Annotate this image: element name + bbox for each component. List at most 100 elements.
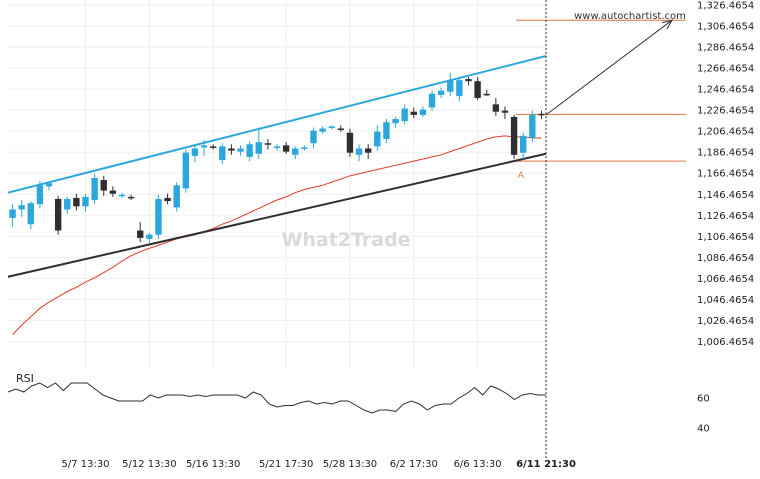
candle xyxy=(100,175,107,196)
candle xyxy=(346,128,354,157)
rsi-series-line xyxy=(7,382,546,414)
candle xyxy=(392,116,399,128)
candle xyxy=(127,194,135,201)
candle xyxy=(27,201,34,230)
candle xyxy=(9,204,16,227)
candle-body xyxy=(54,198,62,231)
candle xyxy=(273,144,281,151)
y-tick-label: 1,246.4654 xyxy=(697,85,754,96)
candle-body xyxy=(428,93,436,108)
candle-body xyxy=(219,146,226,161)
candle xyxy=(282,142,290,154)
forecast-arrow-head xyxy=(662,19,674,30)
candle-body xyxy=(383,122,390,140)
candle-body xyxy=(465,79,472,82)
candle xyxy=(529,110,536,143)
candle xyxy=(447,72,454,96)
candle xyxy=(209,144,217,150)
candle-body xyxy=(292,148,299,155)
candle xyxy=(246,141,253,162)
candle-body xyxy=(191,148,199,156)
x-tick-label: 5/21 17:30 xyxy=(259,459,313,470)
y-tick-label: 1,206.4654 xyxy=(697,127,754,138)
candle-body xyxy=(364,148,372,153)
candle-body xyxy=(173,185,180,208)
candle xyxy=(319,126,326,134)
candle xyxy=(109,186,117,197)
moving-average xyxy=(12,135,542,335)
candle-body xyxy=(100,180,107,191)
pattern-point-a: A xyxy=(518,171,525,181)
candle xyxy=(237,145,244,156)
candle-body xyxy=(82,196,89,207)
candle xyxy=(483,89,490,96)
candle xyxy=(492,98,500,116)
upper-channel-line xyxy=(7,54,547,194)
forecast-arrow xyxy=(545,19,674,116)
y-tick-label: 1,106.4654 xyxy=(697,232,754,243)
rsi-tick-label: 60 xyxy=(697,394,710,405)
candle xyxy=(456,78,463,102)
candle-body xyxy=(209,146,217,148)
candle xyxy=(474,76,481,101)
candles xyxy=(9,72,545,244)
candle xyxy=(200,140,208,156)
y-tick-label: 1,126.4654 xyxy=(697,211,754,222)
candle-body xyxy=(529,114,536,138)
candle-body xyxy=(337,128,345,131)
y-tick-label: 1,166.4654 xyxy=(697,169,754,180)
candle xyxy=(374,125,381,151)
candle xyxy=(155,194,162,239)
candle xyxy=(18,200,25,217)
candle-body xyxy=(510,116,518,155)
candle-body xyxy=(474,81,481,99)
candle-body xyxy=(328,126,335,128)
candle xyxy=(383,119,390,144)
candle xyxy=(228,144,235,155)
lower-channel-line xyxy=(7,152,547,278)
candle-body xyxy=(36,185,44,205)
candle xyxy=(54,195,62,235)
watermark-text: What2Trade xyxy=(281,229,410,251)
y-tick-label: 1,326.4654 xyxy=(697,1,754,12)
y-tick-label: 1,286.4654 xyxy=(697,43,754,54)
candle-body xyxy=(200,145,208,148)
candle xyxy=(301,145,308,151)
candle-body xyxy=(228,148,235,151)
y-axis: 1,006.4654 1,026.4654 1,046.4654 1,066.4654… xyxy=(697,1,754,435)
candle xyxy=(437,87,445,99)
candle xyxy=(219,143,226,165)
candle-body xyxy=(492,104,500,112)
y-tick-label: 1,146.4654 xyxy=(697,190,754,201)
candle-body xyxy=(27,203,34,225)
candle-body xyxy=(483,93,490,96)
candle-body xyxy=(127,196,135,199)
candle xyxy=(501,106,509,120)
rsi-label: RSI xyxy=(16,372,34,385)
candle xyxy=(182,149,190,193)
candle-body xyxy=(237,148,244,152)
candle-body xyxy=(401,108,408,122)
y-tick-label: 1,226.4654 xyxy=(697,106,754,117)
candle xyxy=(328,125,335,130)
candle-body xyxy=(410,111,417,115)
y-tick-label: 1,266.4654 xyxy=(697,64,754,75)
candle-body xyxy=(182,152,190,189)
x-tick-label: 5/28 13:30 xyxy=(323,459,377,470)
x-axis: 5/7 13:30 5/12 13:30 5/16 13:30 5/21 17:30 5… xyxy=(61,459,575,470)
candle-body xyxy=(264,143,272,145)
candle xyxy=(255,127,262,160)
candle xyxy=(137,222,144,243)
candle xyxy=(36,181,44,209)
candle-body xyxy=(355,148,363,155)
candle xyxy=(520,132,527,160)
y-tick-label: 1,086.4654 xyxy=(697,253,754,264)
x-tick-label: 5/7 13:30 xyxy=(61,459,109,470)
candle-body xyxy=(137,230,144,238)
candle-body xyxy=(155,198,162,235)
candle-body xyxy=(501,110,509,113)
candle-body xyxy=(282,145,290,152)
channel-lines xyxy=(7,54,547,278)
candle xyxy=(292,146,299,160)
